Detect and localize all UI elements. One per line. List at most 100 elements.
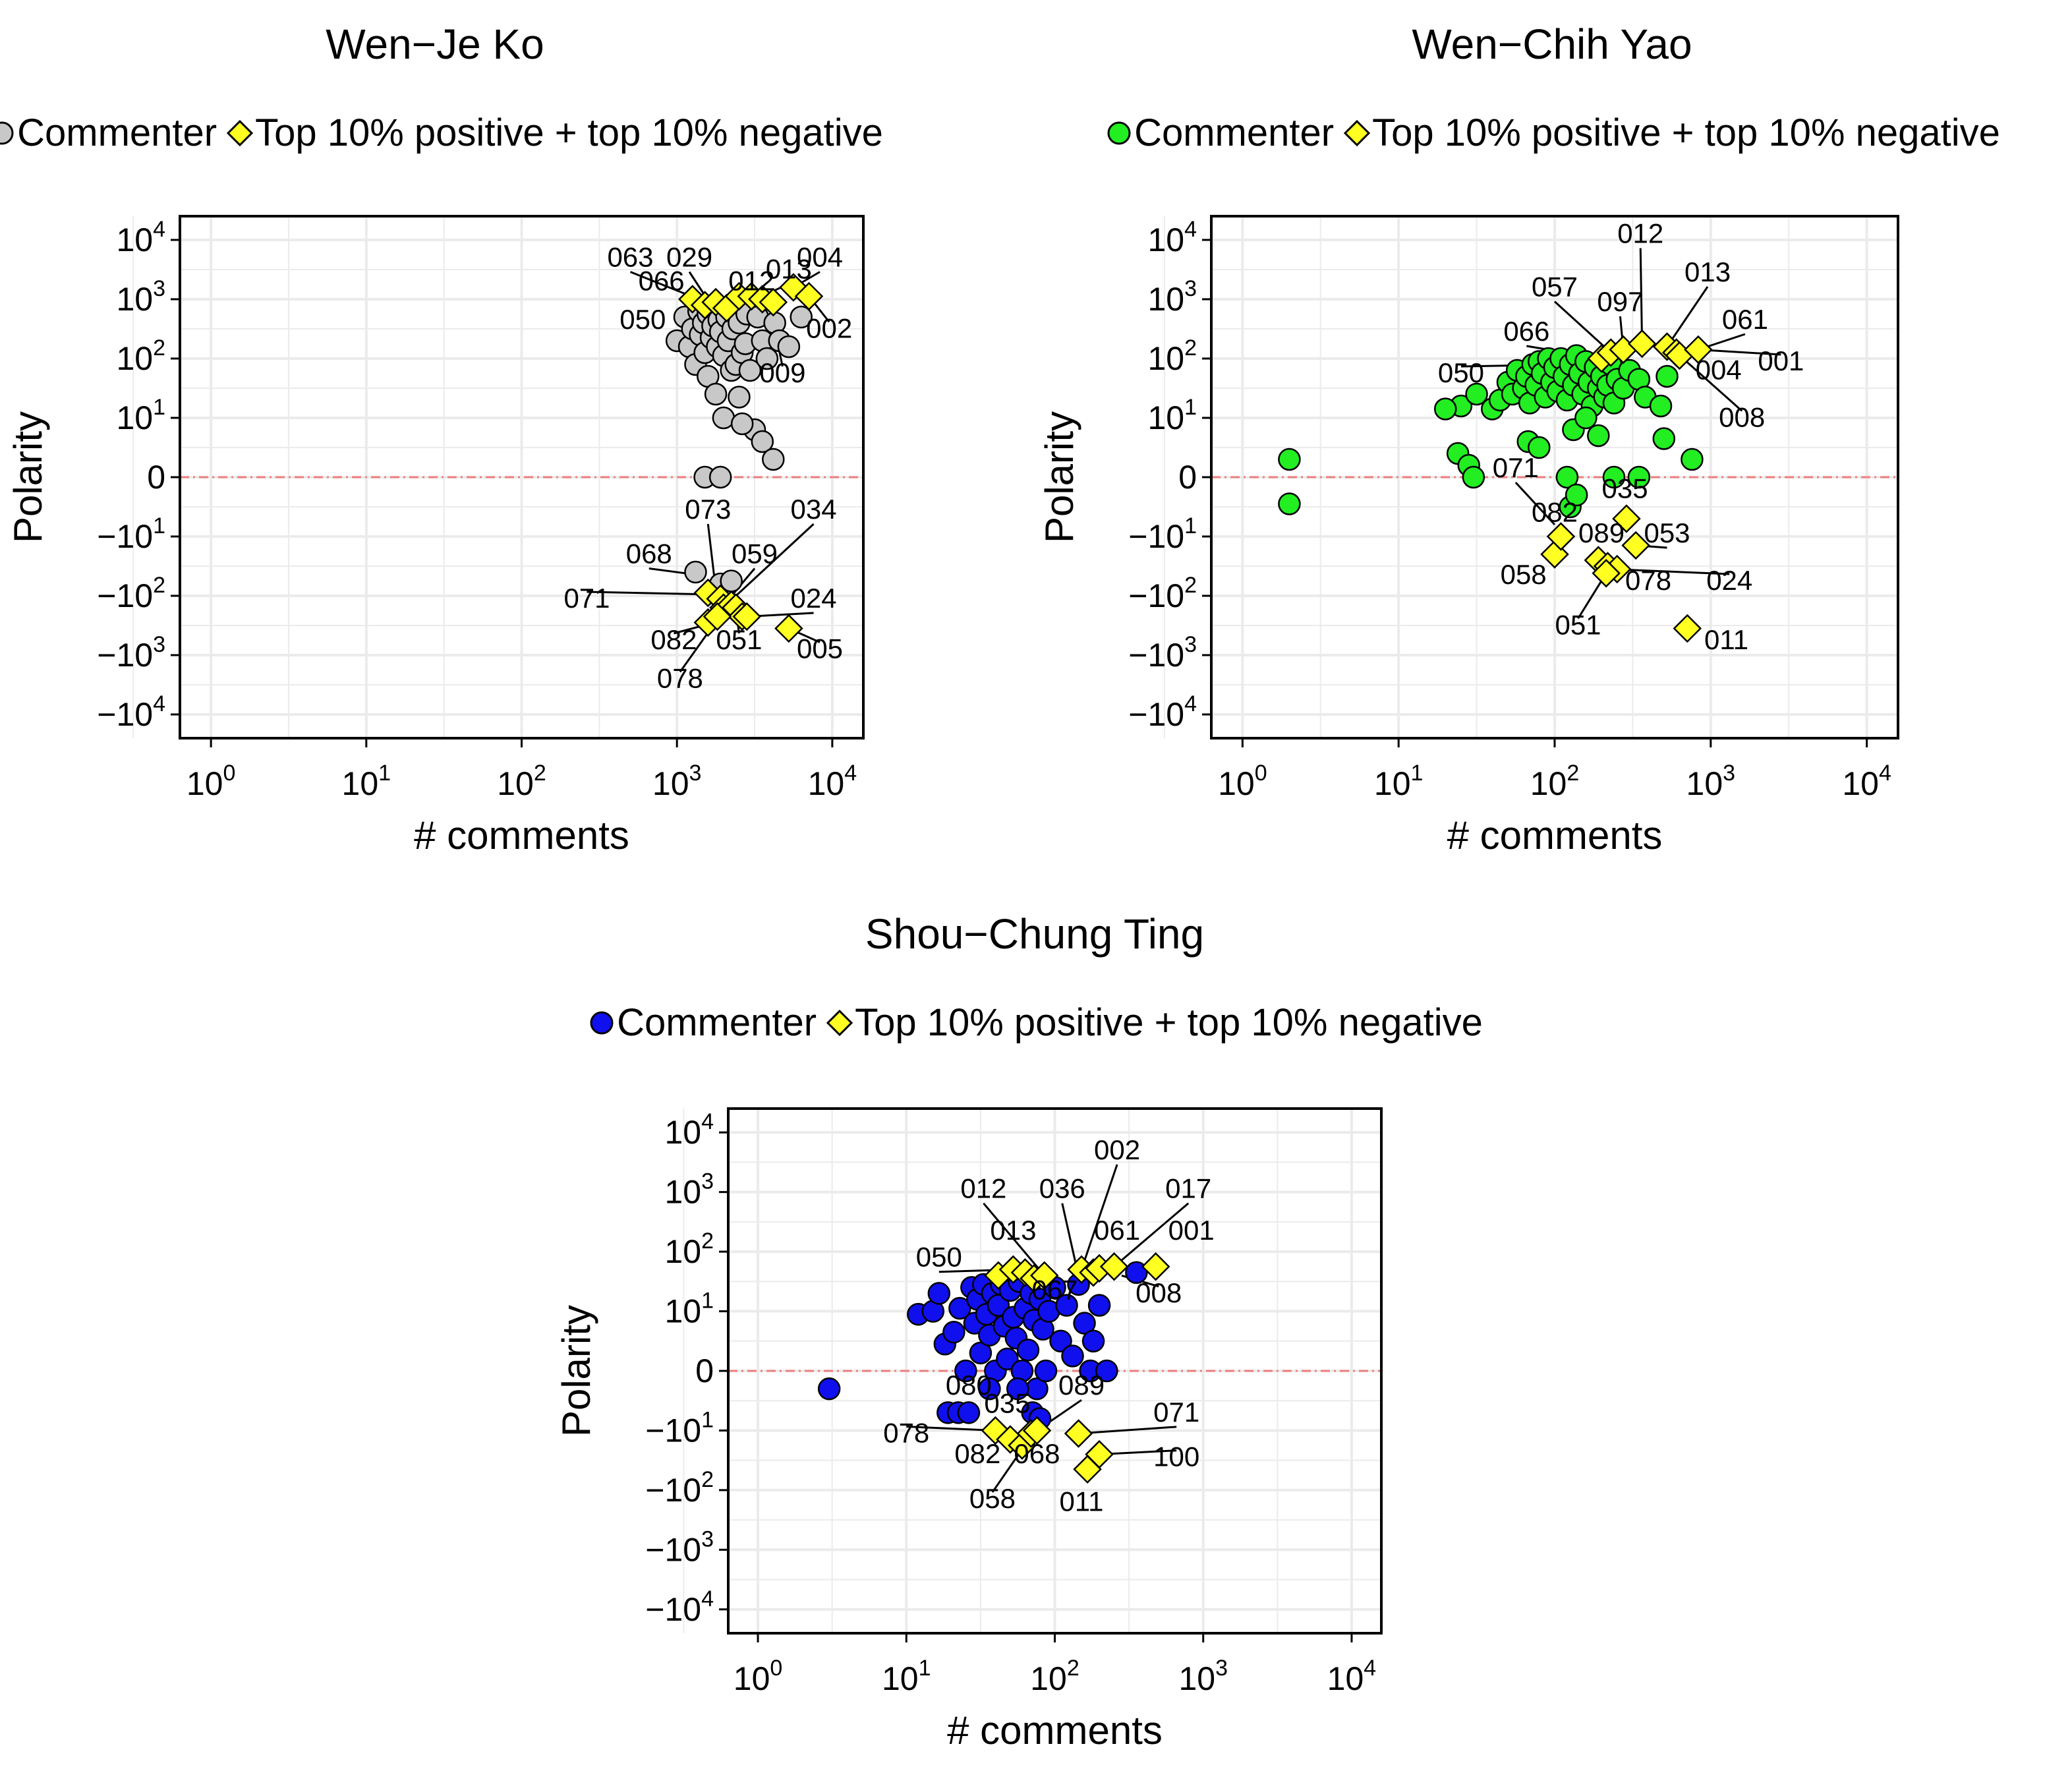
point-label: 059 <box>732 538 778 569</box>
top-point <box>732 602 762 631</box>
commenter-point <box>728 386 751 409</box>
commenter-point <box>927 1282 951 1305</box>
y-tick-label: 103 <box>1147 276 1197 318</box>
legend-circle-icon <box>1107 121 1131 144</box>
y-tick-label: −103 <box>1128 632 1197 674</box>
point-labels: 002 012 036 017 013 061 001 050 067 008 080 089 035 0… <box>883 1134 1215 1517</box>
commenter-point <box>755 347 779 370</box>
point-label: 078 <box>1625 565 1671 596</box>
commenter-point <box>948 1296 971 1320</box>
y-tick-label: −102 <box>1128 573 1197 614</box>
top-point <box>1612 504 1641 533</box>
point-label: 071 <box>563 583 610 614</box>
y-tick-label: −104 <box>1128 691 1197 733</box>
commenter-point <box>1125 1261 1148 1284</box>
leader-line <box>1514 481 1556 526</box>
point-label: 034 <box>791 494 837 525</box>
point-label: 011 <box>1704 624 1748 655</box>
grid <box>132 216 863 738</box>
legend-top: Top 10% positive + top 10% negative <box>1342 111 2000 155</box>
x-tick-label: 104 <box>1327 1656 1377 1697</box>
scatter-plot: 002 012 036 017 013 061 001 050 067 008 080 089 035 0… <box>554 1107 1383 1753</box>
commenter-point <box>1278 448 1301 471</box>
top-point <box>703 602 732 631</box>
commenter-point <box>1574 406 1597 430</box>
top-point <box>1022 1416 1052 1445</box>
point-label: 071 <box>1153 1397 1199 1428</box>
y-tick-label: 101 <box>116 395 165 436</box>
point-label: 001 <box>1758 345 1804 376</box>
commenter-point <box>1681 448 1704 471</box>
leader-line <box>1113 1202 1190 1267</box>
y-axis-title: Polarity <box>6 411 50 543</box>
chart-title: Shou−Chung Ting <box>865 910 1205 958</box>
top-point <box>1085 1439 1114 1469</box>
leader-line <box>1611 568 1730 575</box>
y-tick-label: −101 <box>645 1407 714 1449</box>
x-tick-label: 101 <box>882 1656 931 1697</box>
top-points <box>1540 329 1713 643</box>
y-tick-label: 104 <box>116 217 165 258</box>
x-tick-label: 101 <box>342 761 391 802</box>
legend-diamond-icon <box>826 1009 853 1036</box>
point-label: 050 <box>1438 357 1484 388</box>
legend-top-label: Top 10% positive + top 10% negative <box>255 111 883 154</box>
point-label: 057 <box>1532 272 1578 303</box>
legend-commenter: Commenter <box>0 111 217 155</box>
commenter-point <box>1587 424 1610 448</box>
leader-line <box>735 523 815 597</box>
top-point <box>774 614 803 643</box>
point-label: 100 <box>1153 1441 1199 1472</box>
point-label: 051 <box>716 624 762 655</box>
point-label: 061 <box>1722 304 1768 335</box>
y-tick-label: −104 <box>97 691 165 733</box>
y-axis: 104 103 102 101 0 −101 −102 −103 −104 <box>1128 217 1211 733</box>
point-label: 050 <box>916 1242 962 1273</box>
point-label: 004 <box>797 242 843 273</box>
top-points <box>677 273 824 643</box>
x-axis-title: # comments <box>947 1708 1163 1753</box>
x-tick-label: 102 <box>497 761 546 802</box>
commenter-point <box>762 448 785 471</box>
legend: Commenter Top 10% positive + top 10% neg… <box>0 111 883 155</box>
commenter-point <box>996 1347 1019 1371</box>
point-label: 002 <box>806 313 852 344</box>
point-label: 068 <box>626 538 672 569</box>
top-point <box>794 281 824 311</box>
x-tick-label: 103 <box>1178 1656 1228 1697</box>
legend-commenter-label: Commenter <box>1134 111 1335 154</box>
leader-line <box>1553 301 1612 354</box>
commenter-point <box>1073 1312 1096 1335</box>
y-tick-label: 101 <box>1147 395 1197 436</box>
chart-title: Wen−Chih Yao <box>1412 20 1692 68</box>
commenter-point <box>1278 492 1301 515</box>
x-tick-label: 103 <box>1686 761 1736 802</box>
y-tick-label: 102 <box>116 335 165 377</box>
panel-wen-je-ko: Wen−Je Ko Commenter Top 10% positive + t… <box>0 0 883 870</box>
leader-line <box>1061 1203 1078 1270</box>
point-label: 066 <box>639 266 685 297</box>
x-tick-label: 100 <box>1218 761 1267 802</box>
commenter-point <box>1049 1329 1072 1353</box>
legend-commenter-label: Commenter <box>17 111 217 154</box>
leader-line <box>1675 351 1743 412</box>
leader-line <box>983 1202 1045 1277</box>
point-label: 036 <box>1039 1173 1085 1204</box>
point-label: 001 <box>1168 1215 1215 1246</box>
commenter-point <box>1649 394 1673 418</box>
commenter-point <box>1095 1359 1118 1383</box>
legend-top: Top 10% positive + top 10% negative <box>225 111 883 155</box>
point-label: 063 <box>607 242 653 273</box>
point-label: 058 <box>969 1483 1016 1514</box>
y-tick-label: −102 <box>97 573 165 614</box>
top-point <box>1627 329 1657 359</box>
y-tick-label: −104 <box>645 1586 714 1628</box>
commenter-point <box>1433 397 1457 420</box>
commenter-point <box>1087 1294 1111 1317</box>
y-tick-label: −101 <box>1128 513 1197 555</box>
x-tick-label: 102 <box>1530 761 1580 802</box>
commenter-point <box>1016 1339 1040 1362</box>
y-tick-label: −102 <box>645 1467 714 1509</box>
